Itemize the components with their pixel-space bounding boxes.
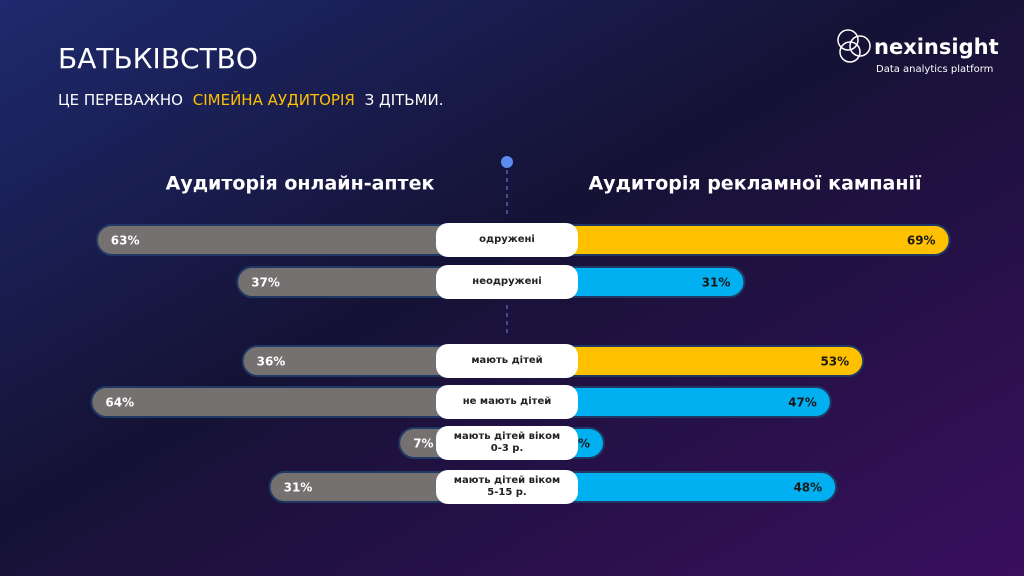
category-pill bbox=[436, 470, 578, 504]
value-label-right: 53% bbox=[820, 355, 849, 369]
category-box: мають дітей віком 5-15 р. bbox=[453, 475, 561, 498]
category-pill bbox=[436, 223, 578, 257]
category-box: неодружені bbox=[472, 276, 542, 287]
value-label-left: 31% bbox=[284, 481, 313, 495]
subtitle-part: З ДІТЬМИ. bbox=[365, 91, 444, 109]
value-label-left: 63% bbox=[111, 234, 140, 248]
legend-left: Аудиторія онлайн-аптек bbox=[166, 173, 435, 195]
category-label: одружені bbox=[479, 234, 535, 245]
value-label-left: 7% bbox=[413, 437, 433, 451]
category-pill bbox=[436, 265, 578, 299]
connector-dot bbox=[501, 156, 513, 168]
category-box: мають дітей віком 0-3 р. bbox=[453, 431, 561, 454]
value-label-right: 69% bbox=[907, 234, 936, 248]
title: БАТЬКІВСТВО bbox=[58, 42, 258, 75]
value-label-left: 64% bbox=[105, 396, 134, 410]
category-pill bbox=[436, 385, 578, 419]
category-pill bbox=[436, 426, 578, 460]
subtitle-highlight: СІМЕЙНА АУДИТОРІЯ bbox=[193, 90, 355, 109]
logo-tagline: Data analytics platform bbox=[876, 64, 993, 75]
value-label-right: 47% bbox=[788, 396, 817, 410]
logo-name: nexinsight bbox=[874, 35, 999, 59]
logo bbox=[837, 29, 871, 63]
category-pill bbox=[436, 344, 578, 378]
category-box: одружені bbox=[479, 234, 535, 245]
category-label: неодружені bbox=[472, 276, 542, 287]
category-box: не мають дітей bbox=[462, 396, 552, 407]
value-label-left: 36% bbox=[257, 355, 286, 369]
category-label: не мають дітей bbox=[462, 396, 552, 407]
subtitle: ЦЕ ПЕРЕВАЖНО СІМЕЙНА АУДИТОРІЯ З ДІТЬМИ. bbox=[58, 90, 444, 109]
value-label-left: 37% bbox=[251, 276, 280, 290]
category-label: мають дітей віком 5-15 р. bbox=[453, 475, 561, 498]
category-label: мають дітей віком 0-3 р. bbox=[453, 431, 561, 454]
category-box: мають дітей bbox=[471, 355, 543, 366]
subtitle-part: ЦЕ ПЕРЕВАЖНО bbox=[58, 91, 183, 109]
legend-right: Аудиторія рекламної кампанії bbox=[588, 173, 922, 195]
value-label-right: 31% bbox=[702, 276, 731, 290]
value-label-right: 48% bbox=[793, 481, 822, 495]
category-label: мають дітей bbox=[471, 355, 543, 366]
